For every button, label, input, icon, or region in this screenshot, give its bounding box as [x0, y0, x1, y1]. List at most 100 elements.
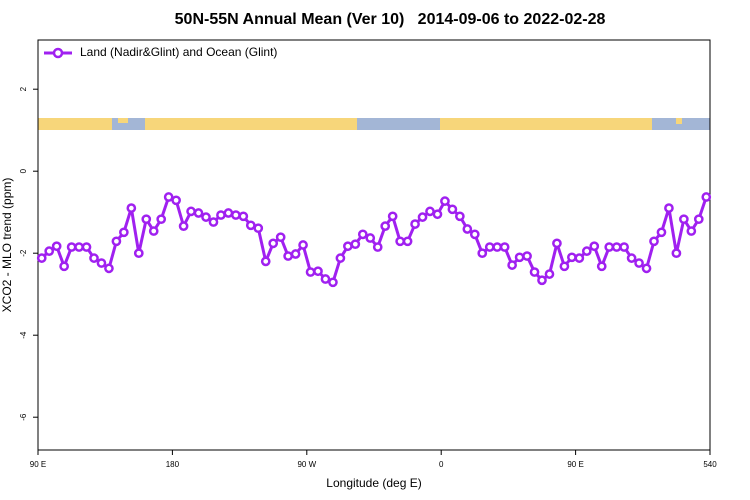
data-point [156, 214, 167, 225]
data-point [514, 252, 525, 263]
x-tick-label: 90 W [297, 460, 316, 469]
x-tick-label: 90 E [567, 460, 583, 469]
data-point [133, 248, 144, 259]
data-point [328, 277, 338, 288]
data-point [193, 208, 204, 218]
data-point [148, 226, 159, 236]
data-point [186, 206, 196, 217]
data-point [402, 236, 413, 247]
data-point [701, 192, 712, 202]
y-axis-label: XCO2 - MLO trend (ppm) [0, 178, 14, 313]
data-point [664, 203, 674, 213]
data-point [253, 223, 264, 234]
data-point [522, 251, 532, 261]
data-point [477, 248, 488, 259]
chart-title: 50N-55N Annual Mean (Ver 10) 2014-09-06 … [175, 11, 606, 28]
data-point [507, 260, 517, 270]
data-point [574, 253, 585, 263]
data-point [529, 267, 540, 277]
data-point [455, 211, 465, 222]
legend-marker [52, 47, 64, 59]
data-point [178, 221, 189, 231]
x-tick-label: 540 [703, 460, 717, 469]
data-point [74, 242, 84, 252]
data-point [119, 227, 129, 238]
data-point [81, 242, 92, 252]
data-point [626, 253, 637, 263]
data-point [231, 210, 241, 220]
data-point [589, 241, 600, 252]
land-mask [38, 118, 710, 130]
x-tick-label: 180 [166, 460, 180, 469]
data-point [126, 203, 137, 213]
data-point [387, 211, 398, 222]
data-point [216, 210, 226, 220]
data-point [432, 209, 443, 220]
data-point [641, 263, 652, 274]
data-point [298, 240, 308, 250]
data-point [559, 261, 570, 272]
data-point [59, 261, 69, 272]
data-point [581, 246, 592, 256]
legend-label: Land (Nadir&Glint) and Ocean (Glint) [80, 45, 277, 59]
x-tick-label: 90 E [30, 460, 46, 469]
data-point [552, 238, 562, 249]
data-point [447, 204, 458, 215]
data-point [395, 236, 405, 247]
y-tick-label: -2 [19, 249, 28, 257]
data-point [44, 246, 55, 256]
data-point [492, 242, 503, 252]
y-tick-label: 2 [19, 86, 28, 91]
y-tick-label: -4 [19, 331, 28, 339]
data-point [96, 258, 107, 268]
data-point [208, 217, 219, 227]
data-point [634, 258, 644, 268]
data-point [611, 242, 622, 252]
data-point [686, 226, 697, 236]
data-point [104, 263, 114, 274]
data-point [357, 229, 368, 240]
data-point [89, 253, 99, 263]
data-point [343, 241, 353, 252]
data-point [36, 253, 47, 263]
data-point [290, 249, 301, 259]
plot-frame [37, 39, 711, 451]
data-point [679, 214, 689, 225]
data-point [417, 212, 428, 222]
data-point [305, 267, 316, 277]
data-point [619, 242, 629, 252]
data-point [425, 206, 435, 217]
data-point [410, 219, 420, 229]
data-point [656, 227, 667, 238]
data-point [350, 239, 361, 250]
data-point [567, 252, 577, 263]
data-point [649, 236, 659, 247]
data-point [365, 233, 376, 243]
data-point [320, 274, 331, 284]
data-point [484, 242, 495, 252]
data-point [693, 214, 704, 225]
data-point [283, 251, 293, 261]
data-point [51, 241, 62, 252]
data-point [462, 224, 473, 234]
data-point [469, 229, 480, 240]
data-point [671, 248, 682, 259]
data-point [313, 266, 323, 277]
data-point [223, 208, 234, 218]
data-point [596, 261, 607, 272]
data-point [141, 214, 152, 225]
data-point [171, 195, 181, 206]
data-point [238, 211, 249, 222]
y-tick-label: 0 [19, 168, 28, 173]
data-point [111, 236, 122, 247]
data-point [201, 212, 211, 222]
x-axis-label: Longitude (deg E) [326, 476, 421, 490]
data-point [268, 238, 279, 249]
data-point [163, 192, 174, 202]
data-point [499, 242, 510, 252]
data-point [275, 232, 286, 243]
data-point [604, 242, 615, 252]
data-point [66, 242, 77, 252]
data-point [544, 269, 555, 279]
